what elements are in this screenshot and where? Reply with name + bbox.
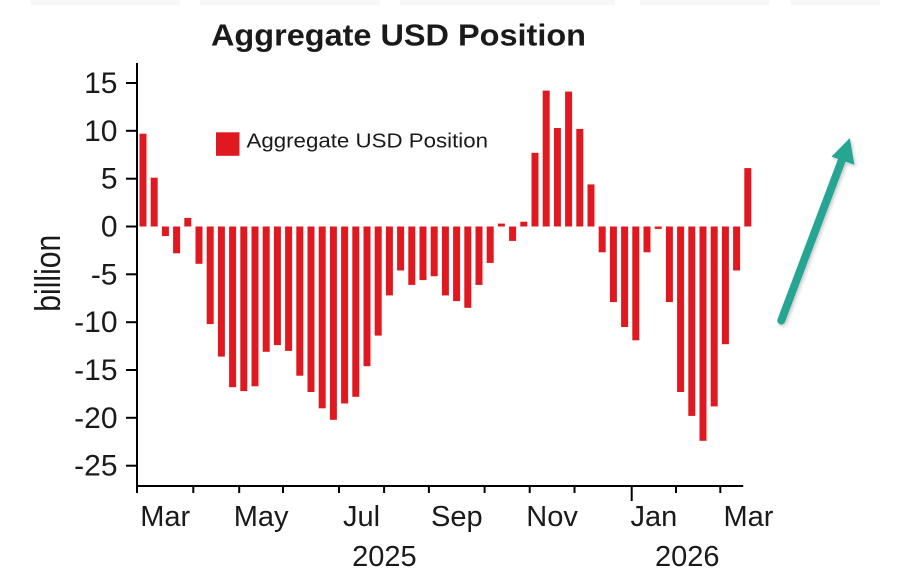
svg-text:Sep: Sep (431, 501, 483, 533)
svg-text:-5: -5 (91, 258, 118, 291)
svg-text:-15: -15 (74, 354, 117, 387)
svg-text:2025: 2025 (352, 541, 417, 573)
svg-text:Jan: Jan (631, 501, 678, 533)
svg-text:Mar: Mar (140, 501, 190, 533)
svg-text:0: 0 (101, 211, 118, 244)
svg-text:May: May (234, 501, 289, 533)
svg-text:-25: -25 (74, 450, 117, 483)
svg-text:-20: -20 (74, 402, 117, 435)
svg-text:5: 5 (101, 163, 118, 196)
svg-text:15: 15 (84, 67, 117, 100)
svg-text:Jul: Jul (343, 501, 380, 533)
svg-text:Nov: Nov (526, 501, 578, 533)
svg-text:billion: billion (27, 235, 68, 312)
svg-text:-10: -10 (74, 306, 117, 339)
svg-text:Aggregate USD Position: Aggregate USD Position (211, 18, 586, 53)
svg-text:Aggregate USD Position: Aggregate USD Position (247, 130, 489, 152)
svg-text:Mar: Mar (724, 501, 774, 533)
svg-text:10: 10 (84, 115, 117, 148)
svg-text:2026: 2026 (655, 541, 720, 573)
